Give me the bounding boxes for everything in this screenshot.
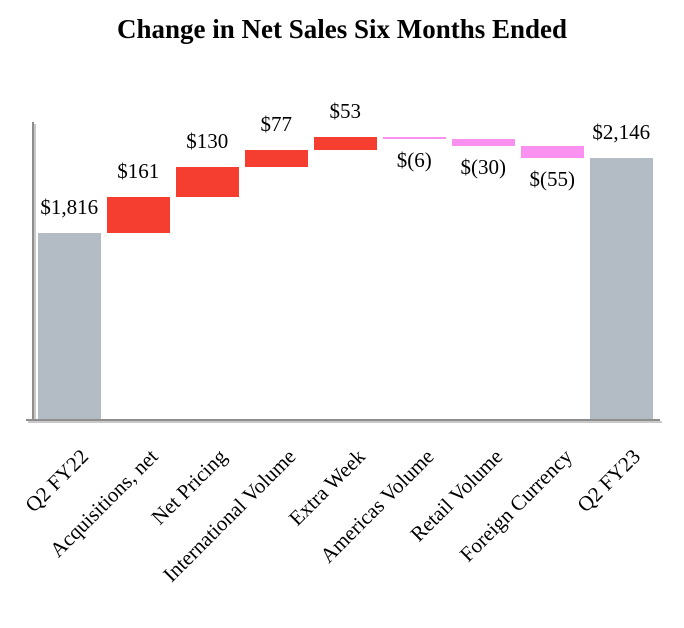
- y-axis-line: [32, 122, 34, 420]
- value-label-q2-fy22: $1,816: [40, 195, 99, 220]
- x-label-international-volume: International Volume: [158, 444, 301, 587]
- value-label-americas-volume: $(6): [396, 148, 432, 173]
- value-label-q2-fy23: $2,146: [592, 120, 651, 145]
- value-label-foreign-currency: $(55): [529, 167, 576, 192]
- x-label-q2-fy23: Q2 FY23: [572, 444, 646, 517]
- x-axis-line: [26, 419, 660, 421]
- value-label-retail-volume: $(30): [460, 154, 507, 179]
- value-label-extra-week: $53: [329, 99, 362, 124]
- bar-q2-fy22: [38, 233, 101, 420]
- bar-foreign-currency: [521, 145, 584, 159]
- bar-q2-fy23: [590, 158, 653, 420]
- bar-extra-week: [314, 137, 377, 150]
- value-label-acquisitions-net: $161: [117, 158, 160, 183]
- bar-retail-volume: [452, 138, 515, 146]
- chart-title: Change in Net Sales Six Months Ended: [116, 14, 568, 44]
- bar-americas-volume: [383, 137, 446, 140]
- bar-acquisitions-net: [107, 196, 170, 234]
- bar-international-volume: [245, 149, 308, 168]
- value-label-international-volume: $77: [260, 111, 293, 136]
- x-label-q2-fy22: Q2 FY22: [20, 444, 94, 517]
- value-label-net-pricing: $130: [186, 129, 229, 154]
- bar-net-pricing: [176, 167, 239, 197]
